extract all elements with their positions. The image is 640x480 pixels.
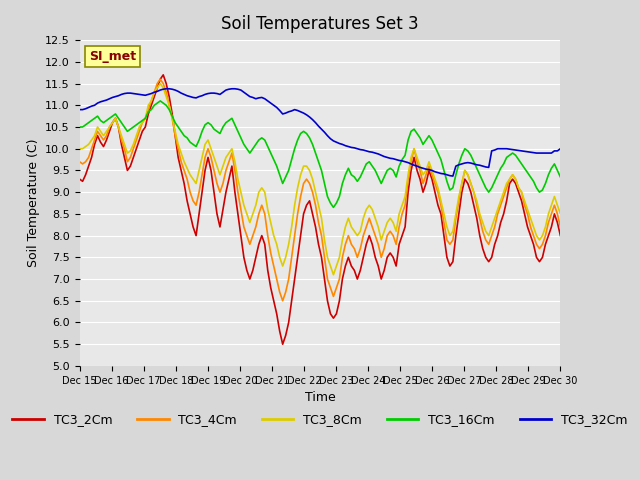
Text: SI_met: SI_met xyxy=(89,50,136,63)
TC3_2Cm xyxy=(557,233,564,239)
Legend: TC3_2Cm, TC3_4Cm, TC3_8Cm, TC3_16Cm, TC3_32Cm: TC3_2Cm, TC3_4Cm, TC3_8Cm, TC3_16Cm, TC3… xyxy=(8,408,632,432)
Line: TC3_16Cm: TC3_16Cm xyxy=(79,101,561,207)
TC3_32Cm xyxy=(396,157,403,163)
TC3_8Cm xyxy=(156,81,164,86)
TC3_8Cm xyxy=(467,180,475,186)
TC3_8Cm xyxy=(398,202,406,208)
TC3_16Cm xyxy=(464,148,472,154)
TC3_8Cm xyxy=(234,176,242,182)
TC3_8Cm xyxy=(118,133,125,139)
TC3_4Cm xyxy=(118,137,125,143)
TC3_8Cm xyxy=(237,189,244,195)
TC3_4Cm xyxy=(464,172,472,178)
TC3_16Cm xyxy=(118,120,125,126)
TC3_8Cm xyxy=(557,211,564,217)
Y-axis label: Soil Temperature (C): Soil Temperature (C) xyxy=(27,139,40,267)
Line: TC3_2Cm: TC3_2Cm xyxy=(79,75,561,344)
TC3_4Cm xyxy=(76,159,83,165)
TC3_32Cm xyxy=(118,92,125,97)
TC3_2Cm xyxy=(234,211,242,217)
TC3_32Cm xyxy=(76,107,83,112)
Line: TC3_32Cm: TC3_32Cm xyxy=(79,89,561,176)
TC3_32Cm xyxy=(163,86,170,92)
TC3_4Cm xyxy=(237,207,244,213)
TC3_32Cm xyxy=(464,160,472,166)
TC3_16Cm xyxy=(398,156,406,162)
TC3_16Cm xyxy=(234,129,242,134)
TC3_2Cm xyxy=(464,180,472,186)
TC3_16Cm xyxy=(76,124,83,130)
TC3_8Cm xyxy=(76,146,83,152)
TC3_16Cm xyxy=(557,174,564,180)
TC3_32Cm xyxy=(449,173,457,179)
TC3_4Cm xyxy=(279,298,287,304)
Line: TC3_4Cm: TC3_4Cm xyxy=(79,79,561,301)
TC3_32Cm xyxy=(237,87,244,93)
TC3_2Cm xyxy=(467,189,475,195)
TC3_2Cm xyxy=(279,341,287,347)
TC3_4Cm xyxy=(234,189,242,195)
TC3_4Cm xyxy=(156,76,164,82)
Line: TC3_8Cm: TC3_8Cm xyxy=(79,84,561,275)
TC3_2Cm xyxy=(159,72,167,78)
TC3_32Cm xyxy=(234,86,242,92)
TC3_32Cm xyxy=(467,160,475,166)
TC3_2Cm xyxy=(237,233,244,239)
TC3_16Cm xyxy=(330,204,337,210)
Title: Soil Temperatures Set 3: Soil Temperatures Set 3 xyxy=(221,15,419,33)
X-axis label: Time: Time xyxy=(305,391,335,404)
TC3_8Cm xyxy=(464,172,472,178)
TC3_8Cm xyxy=(330,272,337,277)
TC3_32Cm xyxy=(557,146,564,152)
TC3_2Cm xyxy=(398,233,406,239)
TC3_4Cm xyxy=(398,211,406,217)
TC3_4Cm xyxy=(557,224,564,230)
TC3_2Cm xyxy=(118,142,125,147)
TC3_16Cm xyxy=(156,98,164,104)
TC3_16Cm xyxy=(467,152,475,158)
TC3_2Cm xyxy=(76,176,83,182)
TC3_16Cm xyxy=(237,135,244,141)
TC3_4Cm xyxy=(467,180,475,186)
